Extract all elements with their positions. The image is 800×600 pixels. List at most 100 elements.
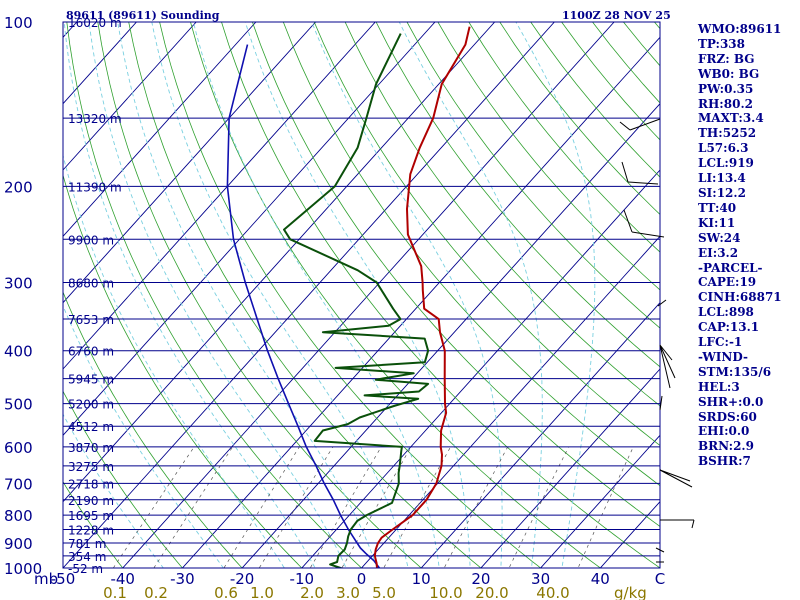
- sidebar-index-item: -PARCEL-: [698, 260, 763, 275]
- isotherm-line: [539, 434, 660, 568]
- temperature-tick-label: 10: [412, 570, 431, 588]
- height-label: 7653 m: [68, 313, 114, 327]
- temperature-tick-label: -20: [230, 570, 255, 588]
- temperature-tick-label: -10: [290, 570, 315, 588]
- mixing-ratio-lines: [112, 446, 634, 568]
- dry-adiabat-line: [63, 481, 124, 568]
- temperature-unit-label: C: [655, 570, 665, 588]
- height-label: 11390 m: [68, 180, 122, 194]
- dry-adiabat-line: [313, 22, 660, 446]
- dry-adiabat-line: [344, 22, 660, 407]
- isotherm-line: [63, 22, 496, 503]
- plot-area: [63, 22, 660, 568]
- wind-barb: [621, 161, 659, 185]
- dry-adiabat-line: [128, 22, 482, 568]
- wind-barb: [657, 299, 667, 307]
- pressure-tick-label: 1000: [4, 560, 42, 578]
- sidebar-index-item: SI:12.2: [698, 185, 746, 200]
- wind-barb: [655, 547, 665, 563]
- mixing-ratio-tick-label: 40.0: [536, 584, 569, 600]
- dry-adiabat-line: [97, 22, 422, 568]
- dry-adiabat-line: [252, 22, 660, 527]
- dry-adiabat-line: [159, 22, 542, 568]
- sidebar-index-item: FRZ: BG: [698, 51, 755, 66]
- sidebar-index-item: LCL:919: [698, 156, 754, 171]
- height-label: 2190 m: [68, 494, 114, 508]
- mixing-ratio-tick-label: 0.2: [144, 584, 168, 600]
- height-label: 1695 m: [68, 509, 114, 523]
- dry-adiabat-line: [190, 22, 601, 568]
- temperature-trace: [373, 26, 471, 568]
- wind-barb: [659, 344, 676, 389]
- sidebar-index-item: PW:0.35: [698, 81, 754, 96]
- dry-adiabat-line: [63, 290, 243, 568]
- sidebar-index-item: TH:5252: [698, 126, 757, 141]
- sidebar-index-item: CAP:13.1: [698, 320, 760, 335]
- dry-adiabat-line: [282, 22, 660, 487]
- height-label: 3870 m: [68, 441, 114, 455]
- pressure-tick-label: 800: [4, 507, 33, 525]
- sidebar-index-item: WMO:89611: [698, 22, 782, 36]
- isotherm-line: [63, 22, 197, 171]
- height-label: 781 m: [68, 537, 106, 551]
- moist-adiabat-line: [192, 22, 440, 568]
- parcel-trace: [226, 44, 381, 568]
- sidebar-index-item: L57:6.3: [698, 141, 749, 156]
- height-label: 6760 m: [68, 345, 114, 359]
- index-sidebar: WMO:89611 TP:338 FRZ: BG WB0: BG PW:0.35 RH:8…: [698, 22, 798, 469]
- moist-adiabat-lines: [63, 22, 596, 568]
- sidebar-index-item: CAPE:19: [698, 275, 757, 290]
- moist-adiabat-line: [88, 22, 347, 568]
- sidebar-index-item: HEL:3: [698, 379, 740, 394]
- chart-title: 89611 (89611) Sounding: [66, 9, 220, 22]
- height-label: 2718 m: [68, 477, 114, 491]
- sidebar-index-item: SRDS:60: [698, 409, 757, 424]
- sidebar-index-item: CINH:68871: [698, 290, 782, 305]
- mixing-ratio-line: [112, 446, 195, 568]
- sidebar-index-item: SHR+:0.0: [698, 394, 764, 409]
- mixing-ratio-line: [508, 446, 570, 568]
- mixing-ratio-line: [443, 446, 509, 568]
- mixing-ratio-tick-label: 20.0: [475, 584, 508, 600]
- dry-adiabat-line: [375, 22, 660, 368]
- isotherm-line: [63, 22, 555, 568]
- isotherm-line: [122, 22, 615, 568]
- height-label: 16020 m: [68, 16, 122, 30]
- wind-barb: [619, 118, 661, 131]
- temperature-tick-label: 40: [591, 570, 610, 588]
- mixing-ratio-tick-label: 0.6: [214, 584, 238, 600]
- mixing-ratio-tick-label: 1.0: [250, 584, 274, 600]
- isotherm-line: [63, 22, 376, 370]
- dry-adiabat-line: [63, 173, 303, 568]
- moist-adiabat-line: [63, 22, 316, 568]
- mixing-ratio-tick-label: 2.0: [300, 584, 324, 600]
- mixing-ratio-tick-label: 3.0: [336, 584, 360, 600]
- mixing-ratio-unit-label: g/kg: [614, 584, 647, 600]
- moist-adiabat-line: [398, 22, 543, 568]
- temperature-tick-label: -50: [51, 570, 76, 588]
- dry-adiabat-lines: [63, 22, 660, 568]
- sidebar-index-item: -WIND-: [698, 349, 748, 364]
- isotherm-line: [63, 22, 316, 304]
- moist-adiabat-line: [151, 22, 409, 568]
- sidebar-index-item: KI:11: [698, 215, 736, 230]
- chart-time: 1100Z 28 NOV 25: [562, 9, 671, 22]
- mixing-ratio-tick-label: 5.0: [372, 584, 396, 600]
- temperature-tick-label: 0: [357, 570, 367, 588]
- isotherm-line: [63, 22, 436, 437]
- height-label: 4512 m: [68, 420, 114, 434]
- dry-adiabat-line: [221, 22, 660, 568]
- dewpoint-trace: [283, 33, 430, 568]
- dry-adiabat-line: [63, 390, 183, 568]
- pressure-tick-label: 900: [4, 535, 33, 553]
- moist-adiabat-line: [244, 22, 471, 568]
- pressure-tick-label: 600: [4, 439, 33, 457]
- temperature-tick-label: 30: [531, 570, 550, 588]
- height-label: 5945 m: [68, 373, 114, 387]
- mixing-ratio-tick-label: 0.1: [103, 584, 127, 600]
- dry-adiabat-line: [468, 22, 660, 253]
- sidebar-index-item: SW:24: [698, 230, 741, 245]
- height-label: 9900 m: [68, 233, 114, 247]
- wind-barb: [659, 469, 693, 488]
